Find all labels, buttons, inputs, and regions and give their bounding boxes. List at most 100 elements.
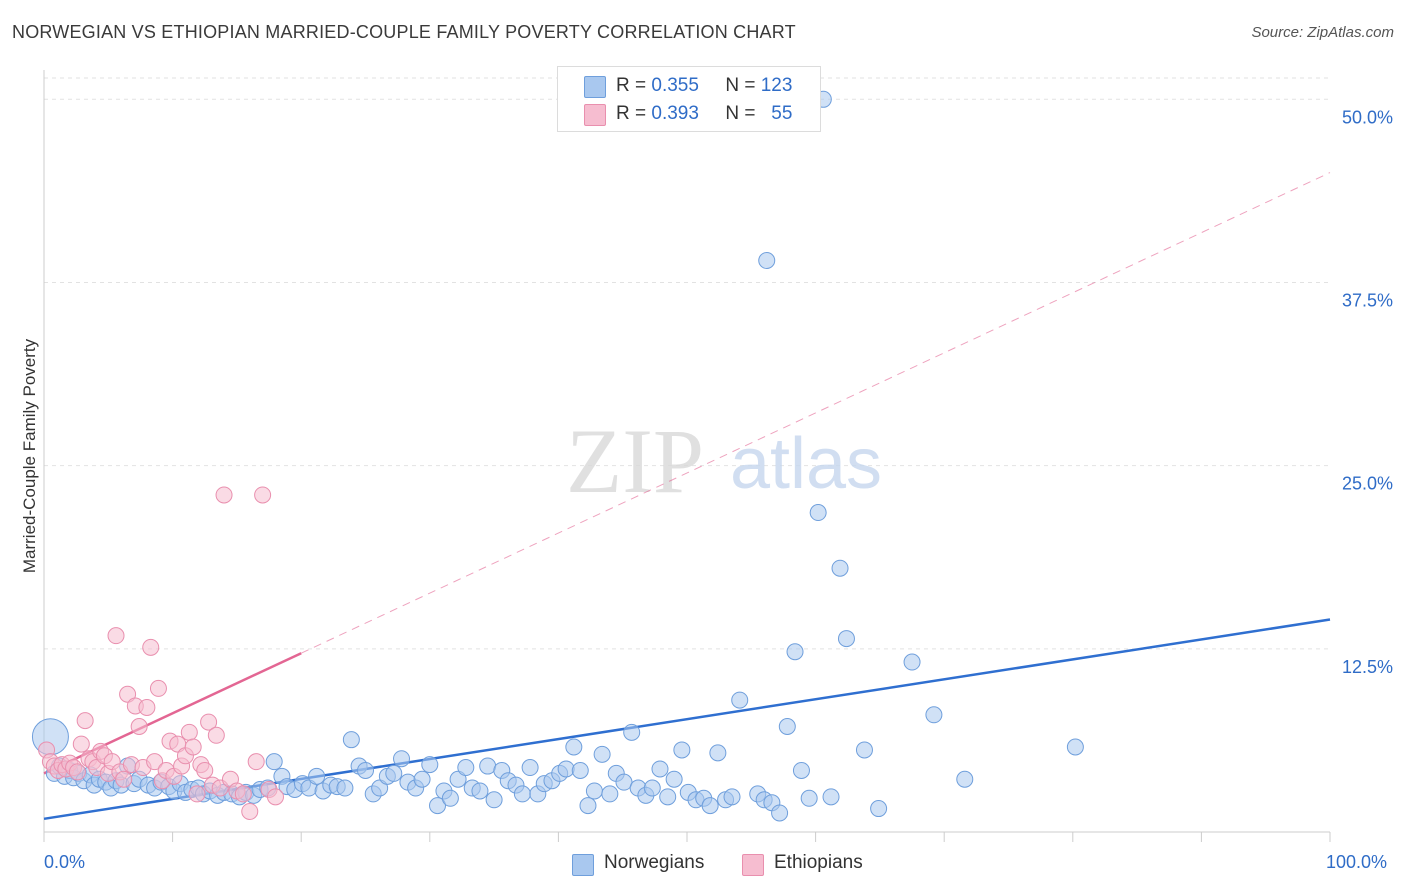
norwegians-point-86 [615,773,633,791]
r-label: R = [616,103,647,124]
source-label: Source: ZipAtlas.com [1251,24,1394,41]
ethiopians-point-28 [146,753,164,771]
ethiopians-trend-extended [300,172,1331,654]
ethiopians-point-8 [68,763,86,781]
n-label: N = [725,75,756,96]
norwegians-swatch [584,76,606,98]
norwegians-point-72 [513,785,531,803]
norwegians-point-83 [593,745,611,763]
norwegians-point-111 [809,504,827,522]
ethiopians-point-37 [180,723,198,741]
norwegians-point-92 [659,788,677,806]
norwegians-point-101 [723,788,741,806]
y-axis-label: Married-Couple Family Poverty [20,338,39,574]
watermark-zip: ZIP [566,410,704,512]
norwegians-point-84 [601,785,619,803]
norwegians-point-66 [471,782,489,800]
watermark: ZIP atlas [566,410,882,512]
norwegians-point-87 [623,723,641,741]
norwegians-point-113 [831,559,849,577]
ethiopians-legend-label: Ethiopians [774,852,863,873]
norwegians-point-108 [786,643,804,661]
y-tick-label-0: 12.5% [1342,657,1393,677]
norwegians-point-91 [651,760,669,778]
data-points [31,90,1084,822]
norwegians-r-value: 0.355 [651,75,699,96]
norwegians-point-90 [643,779,661,797]
ethiopians-point-10 [76,712,94,730]
norwegians-point-82 [585,782,603,800]
norwegians-point-110 [800,789,818,807]
norwegians-point-59 [421,756,439,774]
norwegians-point-58 [413,770,431,788]
norwegians-point-102 [731,691,749,709]
grid-lines [44,77,1330,650]
norwegians-point-54 [385,764,403,782]
correlation-legend: R = 0.355 N = 123 R = 0.393 N = 55 [557,66,821,132]
norwegians-point-73 [521,759,539,777]
norwegians-point-107 [778,717,796,735]
ethiopians-point-50 [241,802,259,820]
norwegians-legend-label: Norwegians [604,852,705,873]
norwegians-point-99 [709,744,727,762]
norwegians-point-118 [925,706,943,724]
x-tick-min: 0.0% [44,852,86,872]
norwegians-point-119 [956,770,974,788]
ethiopians-point-20 [115,770,133,788]
ethiopians-point-41 [196,761,214,779]
ethiopians-point-51 [247,753,265,771]
ethiopians-legend-swatch [742,854,764,876]
norwegians-point-80 [571,761,589,779]
ethiopians-point-27 [142,638,160,656]
norwegians-point-63 [449,770,467,788]
norwegians-point-64 [457,759,475,777]
n-label: N = [725,103,756,124]
norwegians-point-43 [308,767,326,785]
norwegians-point-93 [665,770,683,788]
chart-title: NORWEGIAN VS ETHIOPIAN MARRIED-COUPLE FA… [12,22,796,42]
axes [43,70,1331,842]
ethiopians-swatch [584,104,606,126]
norwegians-point-120 [1066,738,1084,756]
norwegians-legend-swatch [572,854,594,876]
ethiopians-point-38 [184,738,202,756]
norwegians-point-60 [429,797,447,815]
watermark-atlas: atlas [730,424,882,504]
ethiopians-n-value: 55 [771,103,793,124]
norwegians-n-value: 123 [760,75,793,96]
norwegians-point-115 [855,741,873,759]
norwegians-point-94 [673,741,691,759]
r-label: R = [616,75,647,96]
y-tick-label-3: 50.0% [1342,107,1393,127]
y-tick-labels: 12.5% 25.0% 37.5% 50.0% [1342,107,1393,677]
series-legend: Norwegians Ethiopians [0,852,1406,878]
norwegians-point-79 [565,738,583,756]
norwegians-point-68 [485,791,503,809]
norwegians-point-114 [837,630,855,648]
norwegians-point-52 [371,779,389,797]
ethiopians-point-44 [207,726,225,744]
norwegians-point-67 [479,757,497,775]
ethiopians-point-21 [119,685,137,703]
norwegians-point-55 [393,750,411,768]
ethiopians-point-54 [266,788,284,806]
ethiopians-point-46 [215,486,233,504]
norwegians-point-112 [822,788,840,806]
ethiopians-point-26 [138,698,156,716]
x-tick-max: 100.0% [1326,852,1388,872]
y-tick-label-2: 37.5% [1342,290,1393,310]
ethiopians-point-52 [254,486,272,504]
y-tick-label-1: 25.0% [1342,474,1393,494]
ethiopians-point-9 [72,735,90,753]
norwegians-point-109 [792,761,810,779]
norwegians-point-78 [557,760,575,778]
norwegians-point-81 [579,797,597,815]
norwegians-point-121 [758,252,776,269]
norwegians-point-62 [441,789,459,807]
norwegians-point-47 [336,779,354,797]
norwegians-point-116 [870,800,888,818]
norwegians-point-106 [771,804,789,822]
ethiopians-point-24 [130,717,148,735]
norwegians-point-48 [342,731,360,749]
